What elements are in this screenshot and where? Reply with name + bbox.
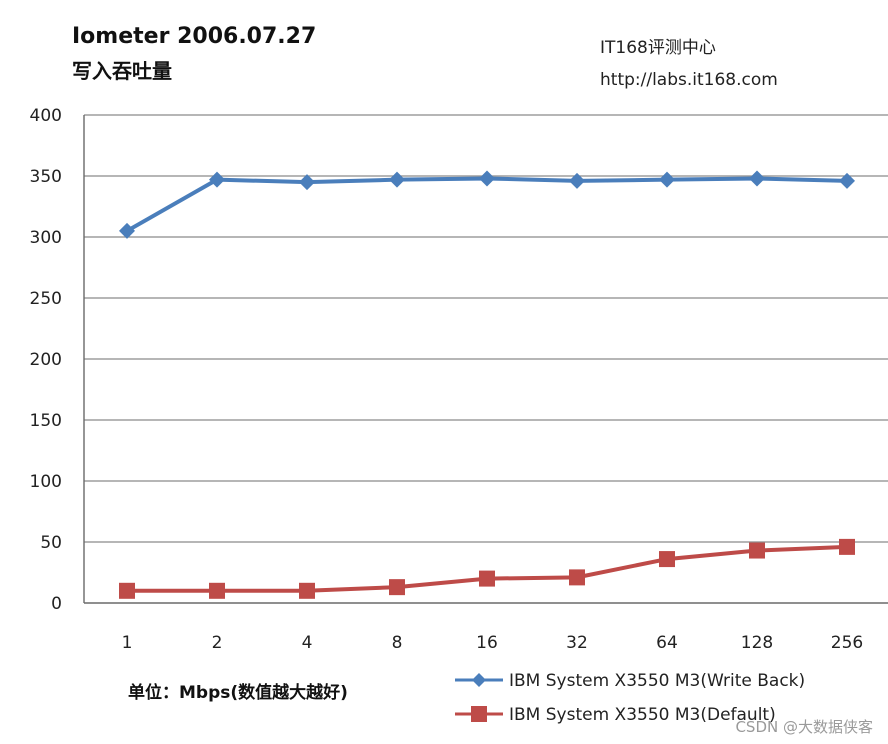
y-tick-label: 400: [30, 106, 62, 126]
data-point-diamond: [659, 171, 675, 188]
x-tick-label: 64: [656, 633, 678, 653]
x-axis-ticks: 1 2 4 8 16 32 64 128 256: [122, 633, 864, 653]
x-tick-label: 4: [302, 633, 313, 653]
y-tick-label: 200: [30, 350, 62, 370]
x-tick-label: 256: [831, 633, 863, 653]
y-tick-label: 350: [30, 167, 62, 187]
data-point-diamond: [119, 222, 135, 239]
y-axis-ticks: 0 50 100 150 200 250 300 350 400: [30, 106, 62, 614]
data-point-diamond: [749, 170, 765, 187]
chart-subtitle: 写入吞吐量: [72, 59, 172, 83]
legend-marker-square: [471, 706, 487, 722]
brand-url: http://labs.it168.com: [600, 70, 778, 90]
data-point-diamond: [569, 172, 585, 189]
data-point-square: [569, 569, 585, 586]
y-tick-label: 300: [30, 228, 62, 248]
y-tick-label: 50: [40, 533, 62, 553]
series-lines: [119, 170, 855, 599]
data-point-square: [659, 551, 675, 568]
unit-label: 单位：Mbps(数值越大越好): [128, 682, 348, 703]
watermark: CSDN @大数据侠客: [735, 718, 873, 736]
y-tick-label: 250: [30, 289, 62, 309]
x-tick-label: 128: [741, 633, 773, 653]
legend-marker-diamond: [472, 673, 486, 687]
brand-name: IT168评测中心: [600, 38, 716, 58]
x-tick-label: 2: [212, 633, 223, 653]
data-point-diamond: [479, 170, 495, 187]
data-point-square: [389, 579, 405, 596]
data-point-square: [209, 582, 225, 599]
data-point-diamond: [209, 171, 225, 188]
data-point-square: [749, 542, 765, 559]
x-tick-label: 8: [392, 633, 403, 653]
data-point-diamond: [839, 172, 855, 189]
data-point-square: [839, 538, 855, 555]
x-tick-label: 1: [122, 633, 133, 653]
y-tick-label: 150: [30, 411, 62, 431]
legend-label-default: IBM System X3550 M3(Default): [509, 705, 776, 725]
data-point-square: [119, 582, 135, 599]
y-tick-label: 100: [30, 472, 62, 492]
data-point-diamond: [299, 174, 315, 191]
y-tick-label: 0: [51, 594, 62, 614]
x-tick-label: 16: [476, 633, 498, 653]
legend: IBM System X3550 M3(Write Back) IBM Syst…: [455, 671, 805, 725]
legend-item-write-back: IBM System X3550 M3(Write Back): [455, 671, 805, 691]
data-point-square: [299, 582, 315, 599]
data-point-diamond: [389, 171, 405, 188]
legend-label-write-back: IBM System X3550 M3(Write Back): [509, 671, 805, 691]
legend-item-default: IBM System X3550 M3(Default): [455, 705, 776, 725]
data-point-square: [479, 570, 495, 587]
x-tick-label: 32: [566, 633, 588, 653]
chart-title: Iometer 2006.07.27: [72, 24, 316, 49]
